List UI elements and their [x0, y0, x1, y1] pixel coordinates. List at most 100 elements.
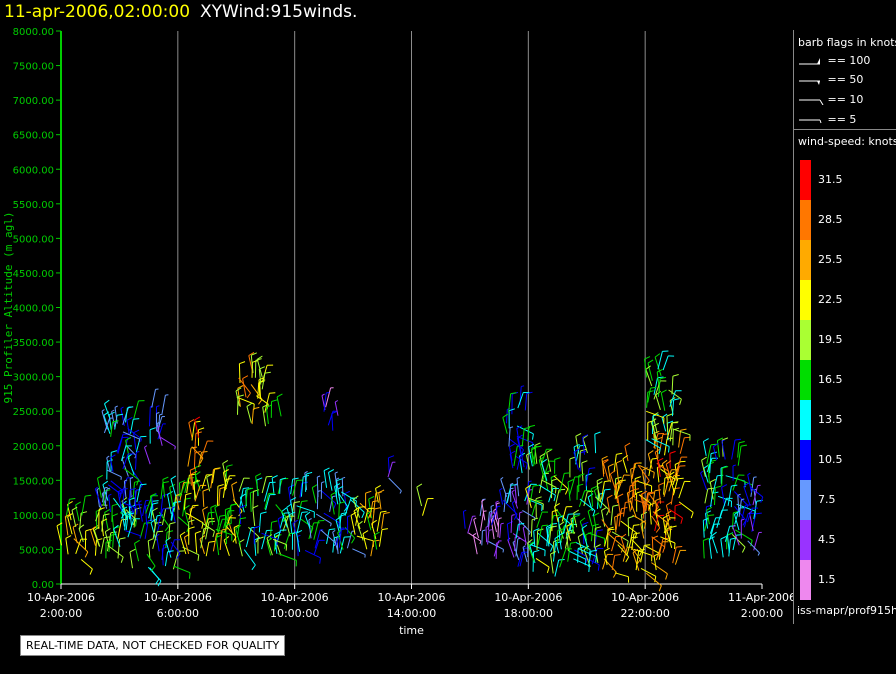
wind-barb-feather	[148, 538, 154, 542]
wind-barb	[194, 419, 200, 438]
wind-barb-feather	[654, 576, 657, 583]
wind-barb-feather	[156, 421, 160, 425]
wind-barb-feather	[628, 515, 634, 519]
y-tick-label: 4500.00	[13, 269, 54, 280]
wind-barb-feather	[533, 528, 540, 532]
wind-barb	[353, 510, 361, 530]
speed-bin-label: 16.5	[818, 373, 843, 386]
wind-barb-feather	[101, 409, 105, 412]
wind-barb-feather	[580, 448, 587, 452]
wind-barb	[93, 530, 101, 547]
wind-barb	[106, 469, 122, 478]
wind-barb	[226, 504, 232, 524]
wind-barb	[711, 535, 718, 554]
wind-barb	[366, 514, 372, 531]
wind-barb	[165, 540, 172, 558]
wind-barb-feather	[333, 542, 337, 547]
y-tick-label: 0.00	[32, 580, 54, 591]
wind-barb	[200, 440, 208, 460]
wind-barb	[191, 473, 194, 490]
wind-barb-feather	[638, 548, 645, 551]
wind-barb-feather	[558, 515, 565, 519]
wind-barb	[674, 550, 681, 565]
wind-barb	[678, 501, 694, 513]
wind-barb-feather	[202, 506, 209, 511]
y-tick-label: 3000.00	[13, 373, 54, 384]
wind-barb	[579, 450, 581, 468]
wind-barb-feather	[495, 500, 499, 503]
wind-barb-feather	[201, 451, 208, 453]
wind-barb	[297, 501, 303, 520]
wind-barb	[352, 499, 360, 518]
wind-barb-feather	[179, 531, 186, 536]
wind-barb-feather	[659, 376, 667, 380]
wind-barb-feather	[658, 585, 662, 592]
wind-barb-feather	[717, 437, 724, 442]
wind-barb-feather	[219, 514, 226, 517]
wind-barb-feather	[416, 483, 423, 488]
wind-barb	[274, 530, 281, 550]
wind-barb-feather	[554, 487, 557, 494]
wind-barb	[330, 494, 335, 515]
wind-barb	[121, 500, 128, 520]
wind-barb-feather	[124, 479, 128, 482]
wind-barb	[487, 513, 492, 531]
wind-barb	[656, 467, 660, 483]
wind-barb-feather	[521, 385, 525, 387]
wind-barb-feather	[150, 518, 157, 524]
wind-barb	[311, 487, 317, 504]
wind-barb-feather	[362, 530, 369, 535]
wind-barb-feather	[673, 398, 680, 401]
wind-barb-feather	[145, 504, 149, 507]
wind-barb-feather	[375, 484, 381, 489]
wind-barb-feather	[268, 492, 275, 495]
wind-barb	[703, 468, 709, 483]
wind-barb-feather	[246, 392, 251, 399]
wind-barb	[646, 410, 665, 419]
wind-barb-feather	[606, 509, 610, 516]
wind-barb-feather	[639, 550, 643, 557]
wind-barb	[507, 539, 515, 558]
wind-barb-feather	[679, 398, 682, 405]
wind-barb-feather	[658, 553, 661, 560]
wind-barb	[652, 511, 668, 523]
wind-barb-feather	[85, 528, 92, 532]
wind-barb	[139, 522, 145, 539]
wind-barb-feather	[654, 489, 661, 492]
wind-barb-feather	[202, 488, 209, 492]
wind-barb-feather	[641, 511, 648, 516]
wind-barb	[734, 529, 753, 541]
wind-barbs	[56, 350, 764, 592]
wind-barb	[670, 488, 675, 505]
wind-barb	[639, 464, 655, 473]
wind-barb	[157, 508, 164, 526]
wind-barb-feather	[741, 518, 745, 521]
wind-barb-feather	[509, 426, 514, 429]
wind-barb-feather	[231, 503, 238, 506]
wind-barb	[108, 484, 122, 495]
wind-barb	[615, 514, 619, 530]
y-tick-label: 5500.00	[13, 200, 54, 211]
wind-barb	[202, 491, 205, 507]
wind-barb-feather	[67, 512, 73, 518]
wind-barb-feather	[479, 540, 482, 545]
wind-barb-feather	[97, 474, 103, 479]
wind-barb	[225, 525, 227, 545]
wind-barb	[721, 441, 726, 460]
wind-barb-feather	[136, 479, 140, 486]
wind-barb-feather	[550, 525, 557, 528]
wind-barb	[104, 531, 110, 547]
wind-barb	[499, 489, 504, 505]
wind-barb-feather	[257, 536, 264, 540]
wind-barb-feather	[582, 434, 589, 440]
wind-barb-feather	[127, 512, 134, 515]
wind-barb	[150, 504, 153, 522]
wind-barb-feather	[199, 457, 204, 464]
wind-barb	[603, 551, 608, 566]
wind-barb	[129, 478, 132, 498]
wind-barb	[94, 540, 97, 556]
wind-barb-feather	[156, 533, 160, 537]
wind-barb-feather	[625, 556, 630, 563]
wind-barb	[548, 515, 554, 535]
speed-bin-swatch	[800, 520, 811, 560]
